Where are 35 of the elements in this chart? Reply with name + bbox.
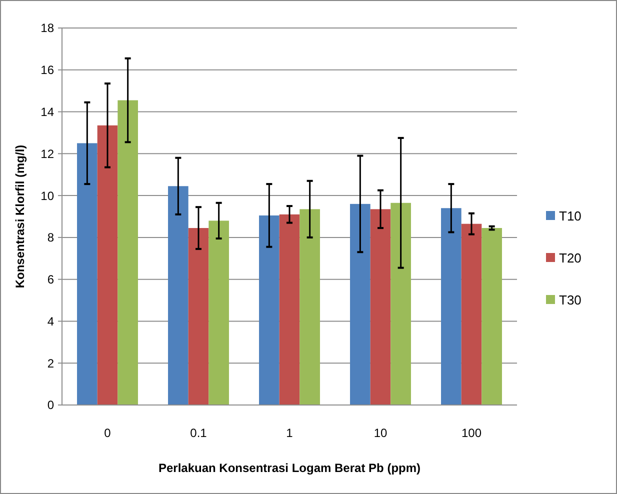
y-tick-label: 16: [40, 63, 54, 78]
bar: [461, 224, 482, 405]
bar: [259, 215, 280, 405]
y-tick-label: 18: [40, 21, 54, 36]
x-tick-label: 1: [286, 426, 294, 440]
y-tick-label: 14: [40, 104, 54, 119]
y-axis-title: Konsentrasi Klorfil (mg/l): [13, 144, 27, 288]
y-tick-label: 4: [47, 314, 54, 328]
legend-label: T20: [559, 250, 582, 266]
bar: [350, 204, 370, 405]
bar: [300, 209, 320, 405]
y-tick-label: 8: [47, 230, 54, 245]
x-tick-label: 0.1: [190, 426, 208, 440]
bar: [441, 208, 462, 405]
bar: [482, 228, 502, 405]
bar: [208, 220, 229, 405]
legend-label: T30: [559, 292, 582, 308]
bar: [188, 228, 209, 405]
bar: [168, 186, 188, 405]
x-axis-title: Perlakuan Konsentrasi Logam Berat Pb (ppm): [158, 461, 421, 475]
bar: [77, 143, 98, 405]
bar: [97, 125, 118, 405]
y-tick-label: 12: [40, 146, 54, 161]
y-tick-label: 2: [47, 356, 54, 370]
legend-label: T10: [559, 208, 582, 224]
x-tick-label: 0: [104, 426, 112, 440]
x-tick-label: 10: [374, 426, 388, 440]
bar: [390, 202, 411, 405]
x-tick-label: 100: [461, 426, 482, 440]
bar: [370, 209, 391, 405]
y-tick-label: 10: [40, 188, 54, 203]
bar: [279, 214, 300, 405]
y-tick-label: 0: [47, 398, 54, 412]
y-tick-label: 6: [47, 272, 54, 287]
bar: [118, 100, 138, 405]
